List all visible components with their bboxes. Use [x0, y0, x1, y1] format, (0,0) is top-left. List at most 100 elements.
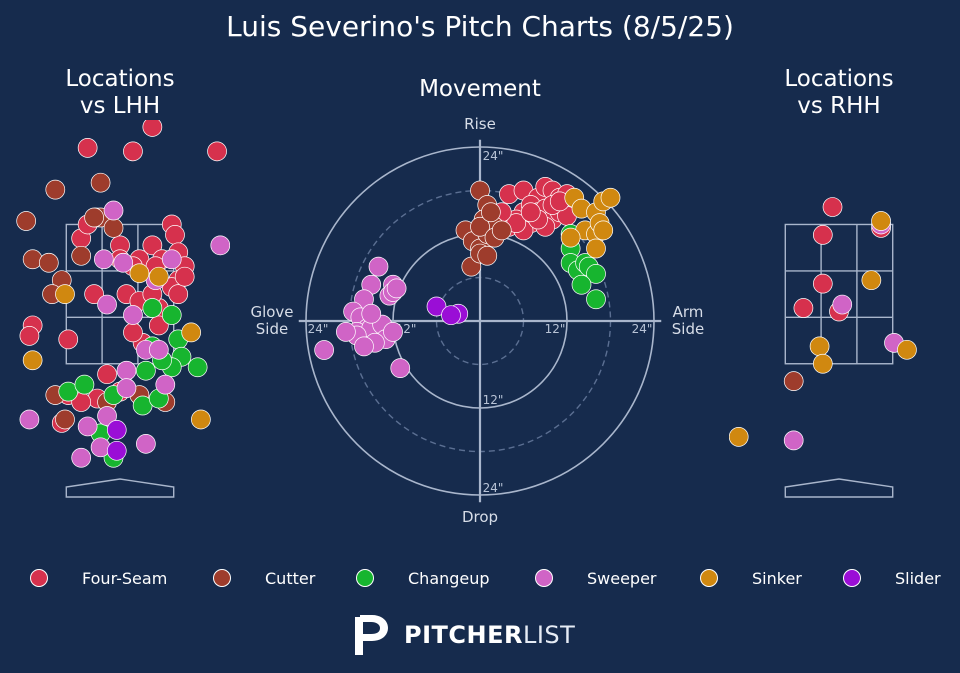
lhh-title-line-1: Locations [65, 66, 175, 92]
rhh-point-sinker [729, 427, 749, 447]
lhh-point-four-seam [174, 266, 195, 287]
movement-chart: Rise Drop Glove Side Arm Side 24" 24" 12… [250, 115, 704, 526]
lhh-pitch-points [16, 120, 230, 468]
axis-label-arm-side-2: Side [672, 320, 704, 338]
rhh-point-four-seam [812, 273, 833, 294]
movement-point-sweeper [354, 336, 374, 357]
legend-item-cutter: Cutter [213, 565, 315, 591]
lhh-point-sweeper [210, 235, 230, 256]
lhh-point-four-seam [58, 329, 79, 350]
rhh-point-four-seam [812, 225, 833, 245]
lhh-point-four-seam [148, 315, 169, 336]
lhh-point-sinker [148, 266, 169, 287]
lhh-point-changeup [136, 360, 156, 381]
lhh-point-four-seam [123, 141, 143, 162]
movement-chart-title: Movement [419, 76, 541, 102]
rhh-point-sweeper [832, 294, 853, 315]
rhh-title-line-1: Locations [784, 66, 894, 92]
lhh-point-sweeper [155, 374, 176, 395]
lhh-point-four-seam [84, 284, 104, 304]
legend-label: Cutter [265, 568, 316, 588]
ring-label-24-top: 24" [483, 149, 504, 163]
chart-title: Luis Severino's Pitch Charts (8/5/25) [226, 10, 734, 43]
movement-point-sweeper [314, 340, 334, 360]
lhh-point-sweeper [161, 249, 182, 270]
lhh-point-sweeper [116, 360, 137, 381]
legend: Four-Seam Cutter Changeup Sweeper Sinker… [0, 565, 960, 591]
lhh-point-cutter [103, 218, 124, 238]
ring-label-24-right: 24" [632, 322, 653, 336]
pitcherlist-p-icon [355, 615, 388, 655]
legend-swatch-sinker [700, 569, 718, 587]
legend-swatch-cutter [213, 569, 231, 587]
legend-label: Four-Seam [82, 568, 168, 588]
movement-point-slider [426, 296, 447, 317]
lhh-point-four-seam [207, 141, 227, 162]
legend-item-four-seam: Four-Seam [30, 565, 167, 591]
rhh-point-four-seam [822, 197, 843, 217]
wordmark-light: LIST [522, 621, 576, 649]
movement-point-sweeper [383, 322, 403, 342]
rhh-location-chart [729, 197, 917, 498]
rhh-point-four-seam [793, 298, 814, 318]
axis-label-rise: Rise [464, 115, 496, 133]
lhh-point-sinker [181, 322, 202, 343]
lhh-point-cutter [38, 252, 59, 273]
lhh-point-sweeper [77, 416, 98, 437]
movement-pitch-points [314, 177, 621, 378]
lhh-point-four-seam [142, 235, 163, 256]
lhh-point-cutter [22, 249, 43, 270]
lhh-point-sweeper [97, 294, 117, 315]
pitcherlist-logo: PITCHERLIST [352, 612, 575, 658]
ring-label-12-bottom: 12" [483, 393, 504, 407]
lhh-point-four-seam [168, 284, 189, 304]
lhh-point-four-seam [97, 364, 117, 385]
rhh-point-sinker [812, 353, 833, 374]
lhh-point-sinker [55, 284, 75, 304]
lhh-point-changeup [74, 374, 95, 395]
lhh-point-sweeper [148, 339, 169, 360]
lhh-point-four-seam [142, 120, 163, 137]
legend-label: Sinker [752, 568, 802, 588]
pitcherlist-wordmark: PITCHERLIST [404, 621, 575, 649]
legend-item-sweeper: Sweeper [535, 565, 657, 591]
lhh-point-sinker [191, 409, 211, 430]
lhh-point-four-seam [165, 225, 185, 245]
lhh-point-sweeper [123, 305, 143, 325]
lhh-point-sweeper [19, 409, 40, 430]
rhh-chart-title: Locations vs RHH [739, 66, 939, 120]
legend-swatch-four-seam [30, 569, 48, 587]
legend-swatch-slider [843, 569, 861, 587]
rhh-point-sinker [809, 336, 830, 357]
movement-point-sinker [593, 220, 614, 241]
lhh-point-sweeper [116, 378, 137, 398]
rhh-point-sinker [861, 270, 882, 291]
lhh-location-chart [16, 120, 230, 498]
lhh-point-cutter [16, 211, 37, 231]
lhh-point-cutter [55, 409, 75, 430]
lhh-chart-title: Locations vs LHH [20, 66, 220, 120]
legend-swatch-changeup [356, 569, 374, 587]
axis-label-arm-side-1: Arm [673, 303, 704, 321]
lhh-point-slider [106, 440, 127, 461]
movement-point-sweeper [390, 358, 411, 378]
lhh-point-slider [106, 420, 127, 440]
movement-point-sinker [586, 238, 606, 259]
lhh-point-sinker [129, 263, 150, 284]
movement-point-cutter [491, 220, 512, 241]
axis-label-glove-side-2: Side [256, 320, 288, 338]
lhh-point-sweeper [71, 447, 92, 468]
lhh-point-sweeper [90, 437, 111, 458]
movement-point-sweeper [386, 278, 407, 299]
legend-swatch-sweeper [535, 569, 553, 587]
lhh-point-sinker [22, 350, 43, 371]
lhh-point-sweeper [136, 433, 156, 454]
ring-label-24-bottom: 24" [483, 481, 504, 495]
legend-label: Changeup [408, 568, 490, 588]
rhh-zone-outline [784, 223, 894, 365]
lhh-point-four-seam [77, 138, 98, 158]
legend-item-sinker: Sinker [700, 565, 802, 591]
lhh-point-cutter [84, 207, 104, 228]
lhh-point-cutter [90, 172, 111, 193]
movement-point-four-seam [520, 202, 541, 223]
